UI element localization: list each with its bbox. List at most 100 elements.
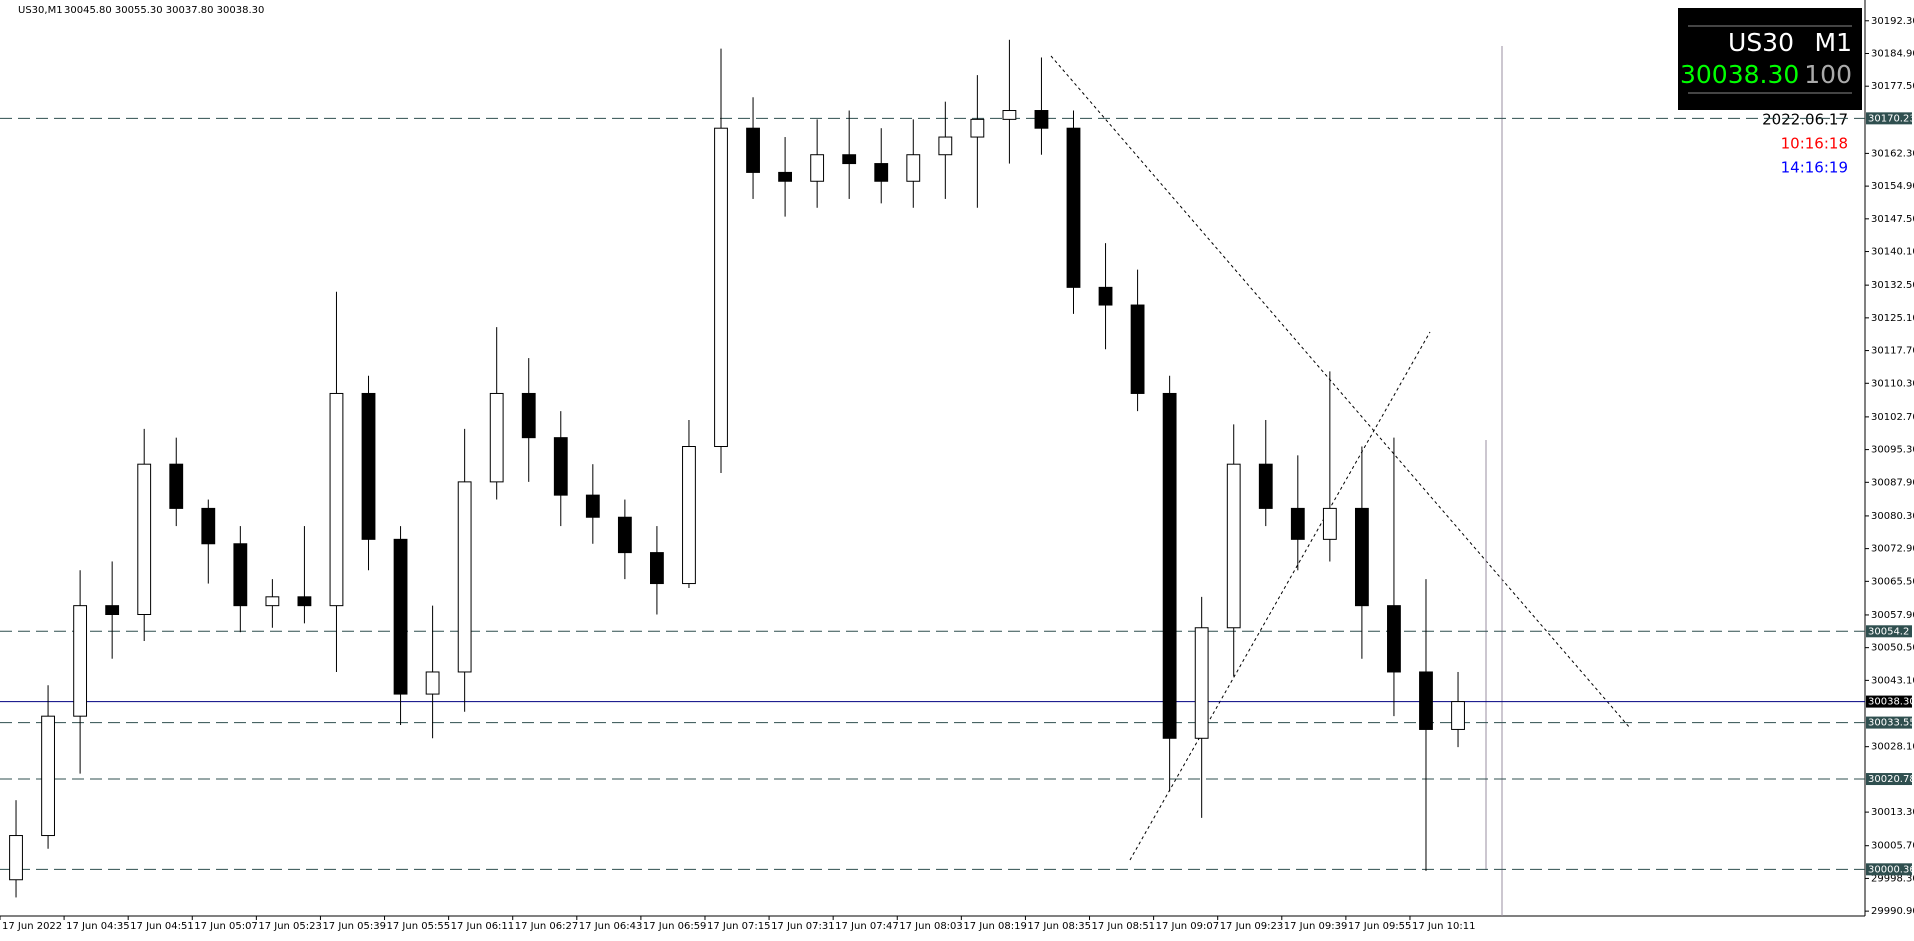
y-tick-label: 29990.90: [1871, 906, 1914, 917]
x-tick-label: 17 Jun 06:27: [515, 921, 579, 932]
y-tick-label: 30080.30: [1871, 511, 1914, 522]
y-tick-label: 30162.30: [1871, 148, 1914, 159]
y-tick-label: 30125.10: [1871, 313, 1914, 324]
x-tick-label: 17 Jun 09:55: [1348, 921, 1412, 932]
level-tag: [1866, 112, 1912, 125]
y-tick-label: 30110.30: [1871, 378, 1914, 389]
x-tick-label: 17 Jun 08:35: [1027, 921, 1091, 932]
candle-body: [489, 392, 504, 483]
y-tick-label: 30057.90: [1871, 610, 1914, 621]
y-tick-label: 30065.50: [1871, 576, 1914, 587]
candle-body: [617, 516, 632, 554]
x-tick-label: 17 Jun 05:23: [258, 921, 322, 932]
y-tick-label: 30117.70: [1871, 346, 1914, 357]
candle-body: [297, 596, 312, 607]
candle-body: [778, 171, 793, 182]
y-tick-label: 30013.30: [1871, 807, 1914, 818]
candle-body: [938, 136, 953, 156]
level-label: 30170.23: [1868, 113, 1914, 124]
candle-body: [1194, 627, 1209, 739]
y-tick-label: 30050.50: [1871, 643, 1914, 654]
candle-body: [1354, 507, 1369, 607]
candle-body: [361, 392, 376, 540]
x-tick-label: 17 Jun 08:51: [1092, 921, 1156, 932]
x-tick-label: 17 Jun 06:59: [643, 921, 707, 932]
x-tick-label: 17 Jun 06:11: [451, 921, 515, 932]
candle-body: [41, 715, 55, 837]
x-tick-label: 17 Jun 04:51: [130, 921, 194, 932]
trend-line: [1129, 331, 1431, 861]
info-price: 30038.30: [1680, 60, 1799, 89]
x-tick-label: 17 Jun 09:39: [1284, 921, 1348, 932]
level-label: 30038.30: [1868, 697, 1914, 708]
candle-body: [9, 835, 23, 881]
level-tag: [1866, 716, 1912, 729]
info-time-local: 14:16:19: [1781, 159, 1848, 177]
y-tick-label: 30140.10: [1871, 247, 1914, 258]
candle-body: [1451, 701, 1465, 730]
x-tick-label: 17 Jun 09:07: [1156, 921, 1220, 932]
candle-body: [553, 437, 568, 496]
candle-body: [169, 463, 184, 509]
candle-body: [201, 507, 216, 545]
x-tick-label: 17 Jun 04:35: [66, 921, 130, 932]
x-tick-label: 17 Jun 07:15: [707, 921, 771, 932]
candle-body: [1226, 463, 1241, 629]
info-time-server: 10:16:18: [1781, 135, 1848, 153]
candle-body: [393, 538, 408, 695]
candle-body: [329, 392, 344, 607]
candle-body: [265, 596, 280, 607]
candle-body: [1419, 671, 1433, 730]
candle-body: [585, 494, 600, 518]
level-tag: [1866, 863, 1912, 876]
candle-body: [137, 463, 152, 615]
y-tick-label: 30184.90: [1871, 48, 1914, 59]
symbol: US30,M1: [18, 5, 63, 16]
candle-body: [1034, 110, 1049, 129]
x-tick-label: 17 Jun 2022: [2, 921, 62, 932]
candle-body: [105, 605, 120, 615]
candle-body: [1002, 110, 1017, 120]
trend-line: [1050, 55, 1631, 729]
candle-body: [1066, 127, 1081, 288]
info-spread: 100: [1804, 60, 1852, 89]
candle-body: [682, 446, 696, 585]
y-tick-label: 30177.50: [1871, 81, 1914, 92]
candle-body: [457, 481, 472, 673]
x-tick-label: 17 Jun 05:55: [387, 921, 451, 932]
candle-body: [1258, 463, 1273, 509]
candle-body: [842, 154, 857, 165]
y-tick-label: 30147.50: [1871, 214, 1914, 225]
candle-body: [714, 127, 728, 448]
candle-body: [233, 543, 248, 607]
candle-body: [874, 163, 889, 182]
x-tick-label: 17 Jun 08:03: [899, 921, 963, 932]
candle-body: [746, 127, 760, 173]
candle-body: [1130, 304, 1145, 394]
level-tag: [1866, 625, 1912, 638]
candle-body: [1098, 286, 1113, 306]
y-tick-label: 30043.10: [1871, 675, 1914, 686]
y-tick-label: 30087.90: [1871, 477, 1914, 488]
candle-body: [1387, 605, 1401, 673]
y-tick-label: 29998.30: [1871, 873, 1914, 884]
x-tick-label: 17 Jun 08:19: [963, 921, 1027, 932]
candle-body: [73, 605, 88, 717]
x-tick-label: 17 Jun 07:31: [771, 921, 835, 932]
y-tick-label: 30005.70: [1871, 841, 1914, 852]
y-tick-label: 30095.30: [1871, 445, 1914, 456]
ohlc-text: 30045.80 30055.30 30037.80 30038.30: [64, 5, 264, 16]
level-tag: [1866, 773, 1912, 786]
y-tick-label: 30028.10: [1871, 742, 1914, 753]
x-tick-label: 17 Jun 07:47: [835, 921, 899, 932]
candle-body: [810, 154, 825, 182]
candle-body: [425, 671, 440, 695]
x-tick-label: 17 Jun 05:39: [322, 921, 386, 932]
info-timeframe: M1: [1815, 28, 1852, 57]
info-box: [1678, 8, 1862, 110]
y-tick-label: 30154.90: [1871, 181, 1914, 192]
info-date: 2022.06.17: [1762, 111, 1848, 129]
x-tick-label: 17 Jun 09:23: [1220, 921, 1284, 932]
